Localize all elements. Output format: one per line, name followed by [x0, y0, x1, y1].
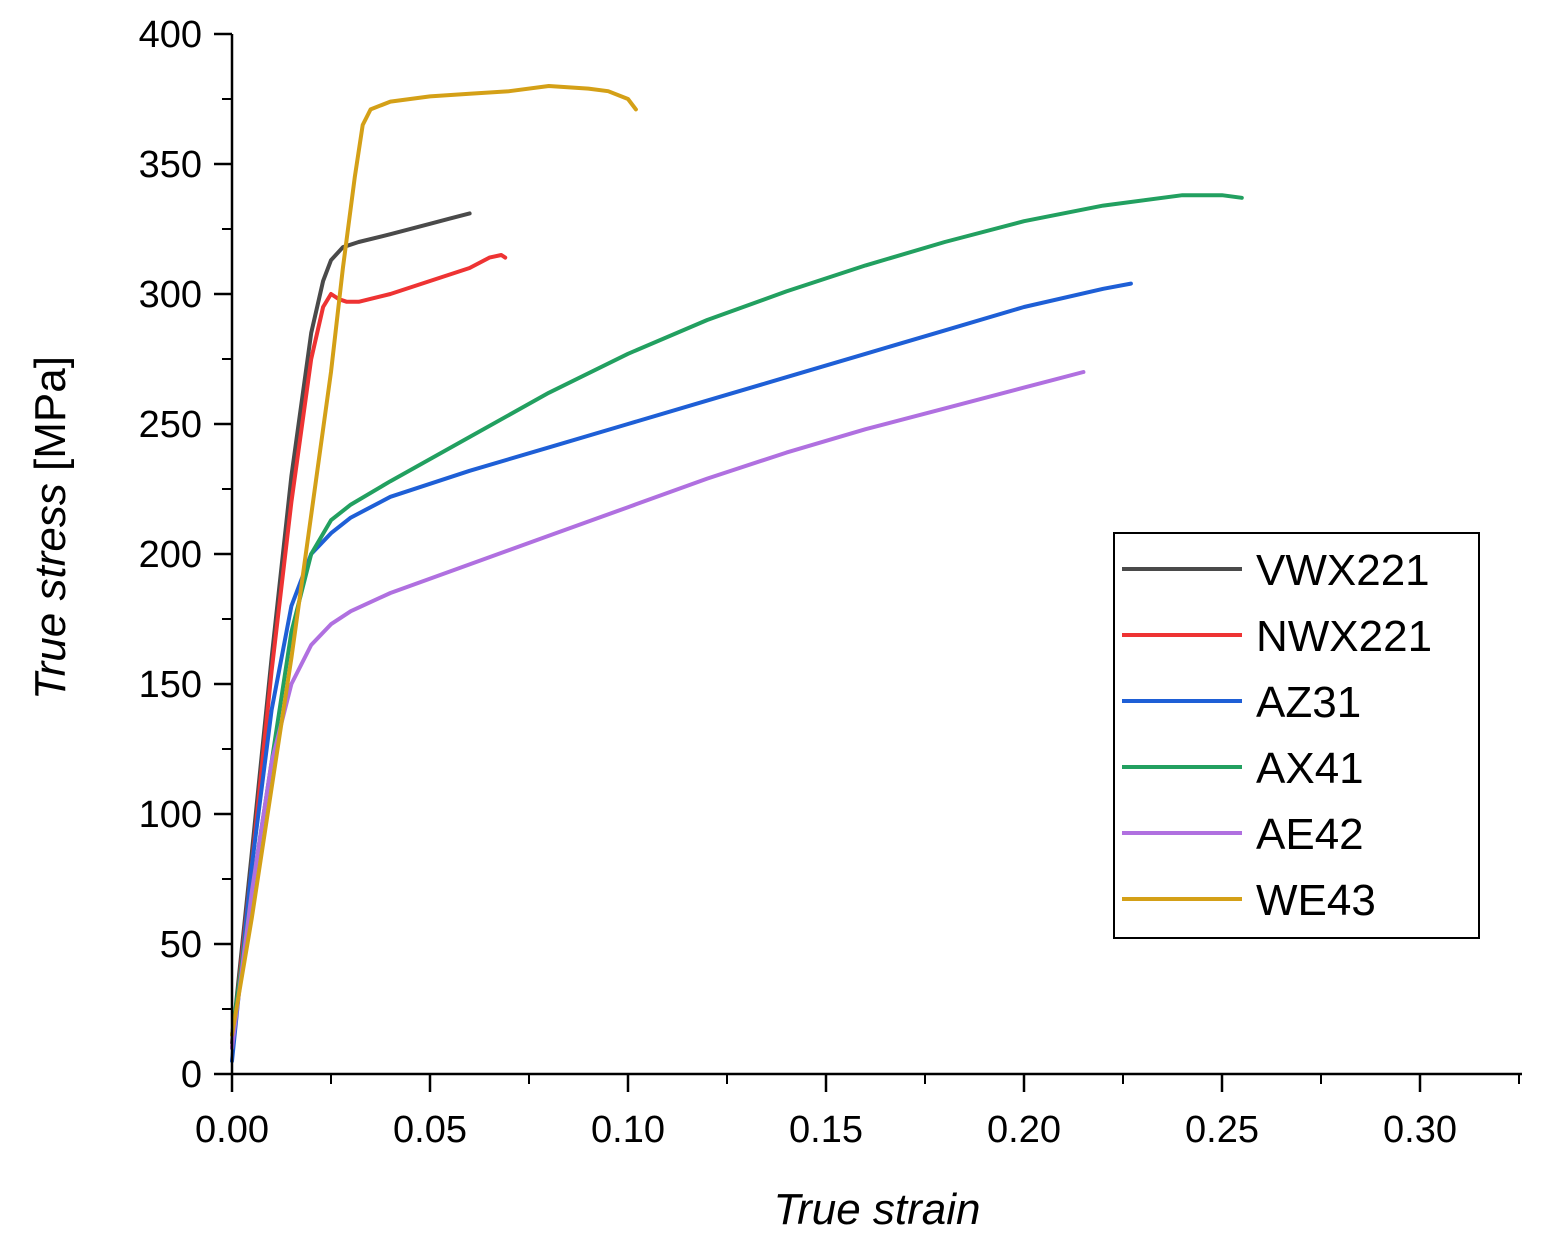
series-line-we43	[230, 84, 638, 1037]
y-tick-label: 0	[181, 1054, 202, 1096]
x-tick-label: 0.25	[1185, 1109, 1259, 1151]
series-line-ae42	[230, 370, 1086, 1050]
x-tick-label: 0.20	[987, 1109, 1061, 1151]
legend-box	[1113, 532, 1480, 939]
x-tick-label: 0.15	[789, 1109, 863, 1151]
y-tick-label: 50	[160, 924, 202, 966]
y-axis-title-unit: [MPa]	[26, 356, 75, 483]
legend-label-vwx221: VWX221	[1256, 546, 1430, 595]
y-tick-label: 150	[139, 664, 202, 706]
x-tick-label: 0.00	[195, 1109, 269, 1151]
legend-label-ax41: AX41	[1256, 744, 1364, 793]
legend: VWX221 NWX221 AZ31 AX41 AE42 WE43	[1113, 532, 1480, 939]
y-axis-title: True stress [MPa]	[26, 356, 75, 700]
y-axis-title-main: True stress	[26, 483, 75, 700]
legend-label-we43: WE43	[1256, 876, 1376, 925]
legend-label-az31: AZ31	[1256, 678, 1361, 727]
series-line-ax41	[230, 193, 1244, 1037]
legend-label-ae42: AE42	[1256, 810, 1364, 859]
series-line-vwx221	[230, 211, 472, 1045]
y-tick-label: 100	[139, 794, 202, 836]
ticks: 0.00 0.05 0.10 0.15 0.20 0.25 0.30 0 50 100 150 200…	[139, 14, 1520, 1151]
y-tick-label: 300	[139, 274, 202, 316]
x-tick-label: 0.05	[393, 1109, 467, 1151]
series-layer	[230, 84, 1244, 1063]
series-line-nwx221	[230, 253, 508, 1050]
y-tick-label: 350	[139, 144, 202, 186]
legend-label-nwx221: NWX221	[1256, 612, 1432, 661]
x-tick-label: 0.30	[1383, 1109, 1457, 1151]
x-tick-label: 0.10	[591, 1109, 665, 1151]
y-tick-label: 250	[139, 404, 202, 446]
y-tick-label: 200	[139, 534, 202, 576]
x-axis-title: True strain	[773, 1185, 980, 1234]
series-line-az31	[230, 281, 1133, 1063]
legend-items: VWX221 NWX221 AZ31 AX41 AE42 WE43	[1122, 546, 1432, 925]
y-tick-label: 400	[139, 14, 202, 56]
